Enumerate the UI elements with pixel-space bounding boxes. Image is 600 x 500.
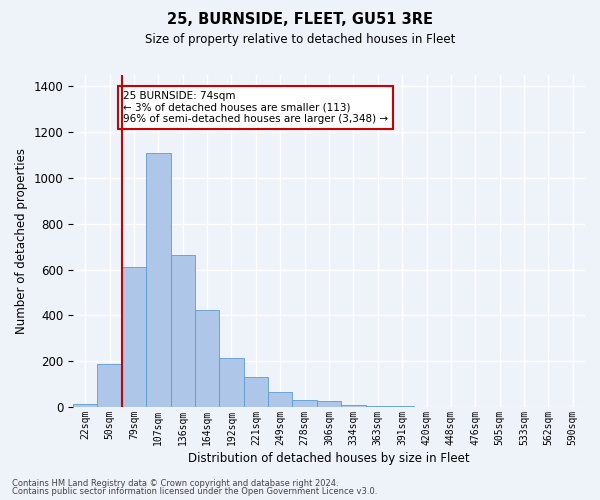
Text: 25 BURNSIDE: 74sqm
← 3% of detached houses are smaller (113)
96% of semi-detache: 25 BURNSIDE: 74sqm ← 3% of detached hous… <box>123 91 388 124</box>
Text: Size of property relative to detached houses in Fleet: Size of property relative to detached ho… <box>145 32 455 46</box>
Text: 25, BURNSIDE, FLEET, GU51 3RE: 25, BURNSIDE, FLEET, GU51 3RE <box>167 12 433 28</box>
Bar <box>292 400 317 407</box>
Bar <box>365 406 390 407</box>
Bar <box>268 392 292 407</box>
Bar <box>220 358 244 407</box>
X-axis label: Distribution of detached houses by size in Fleet: Distribution of detached houses by size … <box>188 452 470 465</box>
Bar <box>122 268 146 407</box>
Text: Contains HM Land Registry data © Crown copyright and database right 2024.: Contains HM Land Registry data © Crown c… <box>12 478 338 488</box>
Bar <box>244 378 268 407</box>
Text: Contains public sector information licensed under the Open Government Licence v3: Contains public sector information licen… <box>12 487 377 496</box>
Bar <box>73 404 97 407</box>
Bar <box>341 404 365 407</box>
Y-axis label: Number of detached properties: Number of detached properties <box>15 148 28 334</box>
Bar <box>146 153 170 407</box>
Bar <box>97 364 122 407</box>
Bar <box>317 402 341 407</box>
Bar <box>195 310 220 407</box>
Bar <box>390 406 415 407</box>
Bar <box>170 255 195 407</box>
